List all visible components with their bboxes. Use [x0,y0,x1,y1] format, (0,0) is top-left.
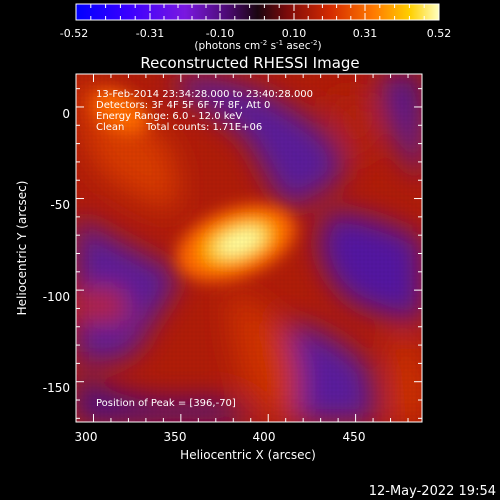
x-tick-label: 350 [164,430,187,444]
timestamp: 12-May-2022 19:54 [369,484,496,499]
y-tick-label: -50 [50,198,70,212]
colorbar-unit: (photons cm-2 s-1 asec-2) [194,39,321,52]
colorbar [76,4,439,20]
x-tick-label: 400 [253,430,276,444]
colorbar-tick-label: 0.10 [282,27,307,40]
x-tick-label: 450 [343,430,366,444]
x-axis-label: Heliocentric X (arcsec) [180,448,316,462]
rhessi-image [76,74,422,422]
info-total-counts: Total counts: 1.71E+06 [145,122,262,133]
colorbar-frame [75,3,440,21]
colorbar-tick-label: -0.31 [136,27,164,40]
peak-position: Position of Peak = [396,-70] [96,398,236,409]
colorbar-ticks [75,4,440,20]
plot-frame [75,73,423,423]
colorbar-tick-label: -0.52 [60,27,88,40]
figure-title: Reconstructed RHESSI Image [140,54,359,72]
y-tick-label: -150 [43,381,70,395]
info-method: Clean [96,122,124,133]
y-tick-label: 0 [62,107,70,121]
colorbar-tick-label: -0.10 [206,27,234,40]
axis-ticks [75,74,422,422]
info-time-range: 13-Feb-2014 23:34:28.000 to 23:40:28.000 [96,89,313,100]
info-detectors: Detectors: 3F 4F 5F 6F 7F 8F, Att 0 [96,100,270,111]
x-tick-label: 300 [75,430,98,444]
colorbar-tick-label: 0.31 [353,27,378,40]
y-tick-label: -100 [43,290,70,304]
info-energy-range: Energy Range: 6.0 - 12.0 keV [96,111,242,122]
y-axis-label: Heliocentric Y (arcsec) [15,181,29,316]
colorbar-tick-label: 0.52 [427,27,452,40]
